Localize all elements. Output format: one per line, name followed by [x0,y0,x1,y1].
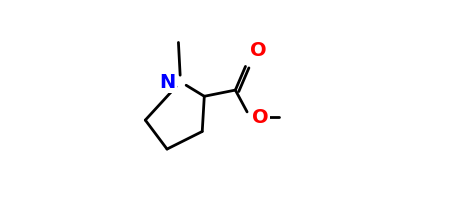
Text: O: O [252,108,269,127]
Text: O: O [250,41,266,60]
Text: N: N [159,73,176,92]
